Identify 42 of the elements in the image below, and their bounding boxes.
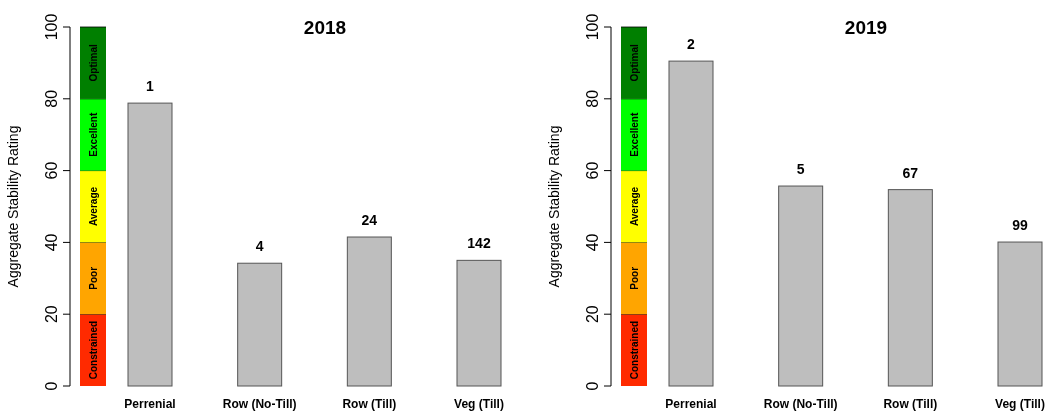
y-tick-label: 20: [584, 305, 601, 324]
y-tick-label: 20: [43, 305, 60, 324]
annotation: 67: [902, 164, 919, 181]
x-tick-label: Row (No-Till): [763, 397, 838, 411]
chart-title: 2018: [303, 17, 347, 38]
y-tick-label: 40: [584, 233, 601, 252]
y-tick-label: 100: [584, 13, 601, 41]
annotation: 24: [361, 212, 378, 229]
y-tick-label: 60: [43, 161, 60, 180]
series-label: Average: [629, 186, 640, 227]
x-tick-label: Veg (Till): [995, 397, 1045, 411]
x-tick-label: Row (No-Till): [222, 397, 297, 411]
series-label: Constrained: [629, 320, 640, 380]
y-axis-title: Aggregate Stability Rating: [546, 125, 562, 288]
y-tick-label: 40: [43, 233, 60, 252]
annotation: 99: [1012, 217, 1028, 234]
y-tick-label: 0: [584, 381, 601, 391]
series-label: Excellent: [629, 112, 640, 157]
series-label: Poor: [88, 266, 99, 290]
y-tick-label: 0: [43, 381, 60, 391]
x-tick-label: Veg (Till): [454, 397, 504, 411]
y-tick-label: 80: [43, 89, 60, 108]
x-tick-label: Row (Till): [883, 397, 938, 411]
series-label: Optimal: [88, 44, 99, 82]
series-label: Optimal: [629, 44, 640, 82]
x-tick-label: Perrenial: [665, 397, 717, 411]
annotation: 4: [255, 238, 264, 255]
annotation: 142: [467, 235, 491, 252]
annotation: 5: [796, 161, 805, 178]
annotation: 2: [687, 36, 696, 53]
series-label: Excellent: [88, 112, 99, 157]
y-tick-label: 100: [43, 13, 60, 41]
x-tick-label: Perrenial: [124, 397, 176, 411]
y-tick-label: 60: [584, 161, 601, 180]
y-axis-title: Aggregate Stability Rating: [5, 125, 21, 288]
annotation: 1: [146, 78, 155, 95]
series-label: Average: [88, 186, 99, 227]
series-label: Constrained: [88, 320, 99, 380]
x-tick-label: Row (Till): [342, 397, 397, 411]
chart-title: 2019: [844, 17, 888, 38]
series-label: Poor: [629, 266, 640, 290]
y-tick-label: 80: [584, 89, 601, 108]
